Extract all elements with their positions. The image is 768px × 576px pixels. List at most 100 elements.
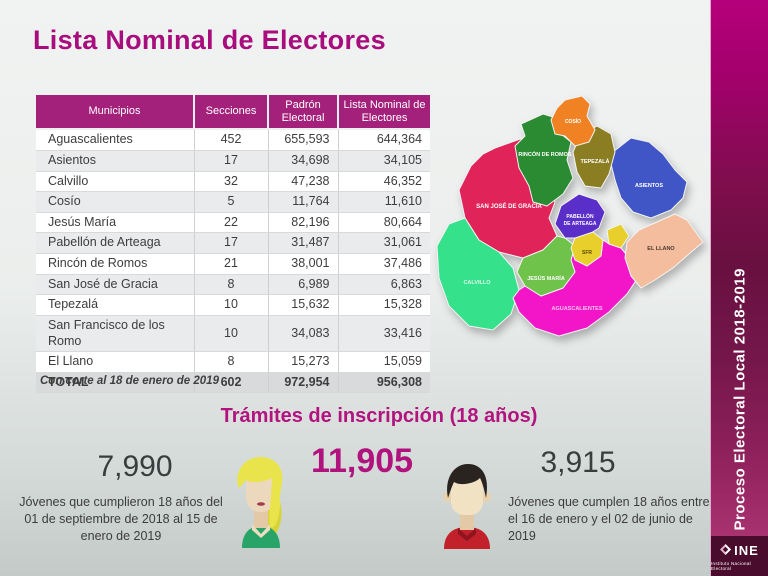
map-label-aguascalientes: AGUASCALIENTES xyxy=(551,306,602,312)
table-cutoff-note: Con corte al 18 de enero de 2019 xyxy=(40,375,219,387)
map-label-jesus-maria: JESÚS MARÍA xyxy=(527,274,565,282)
cell-municipio: Asientos xyxy=(36,150,195,172)
map-region-asientos xyxy=(610,137,688,219)
aguascalientes-municipalities-map: COSÍO RINCÓN DE ROMOS TEPEZALÁ ASIENTOS … xyxy=(435,90,705,340)
stats-heading: Trámites de inscripción (18 años) xyxy=(220,405,538,427)
map-label-san-jose-de-gracia: SAN JOSÉ DE GRACIA xyxy=(476,202,542,210)
map-label-asientos: ASIENTOS xyxy=(635,183,663,189)
cell-value: 15,632 xyxy=(268,294,339,316)
table-row: Tepezalá 10 15,632 15,328 xyxy=(36,294,430,316)
cell-value: 46,352 xyxy=(338,171,430,193)
cell-value: 21 xyxy=(194,253,269,275)
cell-value: 11,610 xyxy=(338,191,430,213)
cell-value: 33,416 xyxy=(338,315,430,353)
cell-municipio: Tepezalá xyxy=(36,294,195,316)
table-row: Rincón de Romos 21 38,001 37,486 xyxy=(36,253,430,275)
cell-value: 602 xyxy=(194,372,269,394)
cell-municipio: Jesús María xyxy=(36,212,195,234)
map-shapes xyxy=(436,95,704,337)
stat-center-value: 11,905 xyxy=(310,442,414,480)
cell-value: 82,196 xyxy=(268,212,339,234)
male-avatar-icon xyxy=(436,458,498,549)
cell-value: 8 xyxy=(194,274,269,296)
cell-value: 80,664 xyxy=(338,212,430,234)
cell-value: 37,486 xyxy=(338,253,430,275)
cell-value: 10 xyxy=(194,315,269,353)
cell-value: 38,001 xyxy=(268,253,339,275)
cell-value: 47,238 xyxy=(268,171,339,193)
electoral-table: Municipios Secciones Padrón Electoral Li… xyxy=(36,95,430,394)
map-region-sfr-exclave xyxy=(606,223,630,249)
cell-value: 11,764 xyxy=(268,191,339,213)
map-region-jesus-maria xyxy=(516,235,576,297)
map-label-calvillo: CALVILLO xyxy=(463,280,491,286)
header-municipios: Municipios xyxy=(36,95,195,131)
cell-value: 15,328 xyxy=(338,294,430,316)
cell-value: 31,061 xyxy=(338,232,430,255)
stat-left-caption: Jóvenes que cumplieron 18 años del 01 de… xyxy=(19,495,223,543)
sidebar-vertical-text: Proceso Electoral Local 2018-2019 xyxy=(731,267,748,530)
cell-value: 5 xyxy=(194,191,269,213)
stat-left-value: 7,990 xyxy=(97,450,173,483)
right-sidebar: Proceso Electoral Local 2018-2019 INE In… xyxy=(710,0,768,576)
map-region-cosio xyxy=(550,95,596,147)
map-region-pabellon-de-arteaga xyxy=(554,193,606,239)
map-label-tepezala: TEPEZALÁ xyxy=(580,158,609,165)
map-label-pabellon-line2: DE ARTEAGA xyxy=(564,221,597,227)
cell-municipio: Aguascalientes xyxy=(36,129,195,151)
cell-municipio: Cosío xyxy=(36,191,195,213)
cell-value: 15,059 xyxy=(338,351,430,373)
ine-logo-block: INE Instituto Nacional Electoral xyxy=(711,536,768,576)
cell-value: 6,989 xyxy=(268,274,339,296)
table-body: Aguascalientes 452 655,593 644,364 Asientos 1… xyxy=(36,129,430,394)
table-header-row: Municipios Secciones Padrón Electoral Li… xyxy=(36,95,430,131)
map-label-pabellon-line1: PABELLÓN xyxy=(566,212,594,220)
page-title: Lista Nominal de Electores xyxy=(33,25,386,55)
cell-value: 644,364 xyxy=(338,129,430,151)
table-row: Asientos 17 34,698 34,105 xyxy=(36,150,430,172)
stat-right-caption: Jóvenes que cumplen 18 años entre el 16 … xyxy=(508,495,710,543)
header-padron: Padrón Electoral xyxy=(268,95,339,131)
cell-municipio: San Francisco de los Romo xyxy=(36,315,195,353)
table-row: Aguascalientes 452 655,593 644,364 xyxy=(36,129,430,151)
map-labels: COSÍO RINCÓN DE ROMOS TEPEZALÁ ASIENTOS … xyxy=(463,117,675,312)
map-label-rincon-de-romos: RINCÓN DE ROMOS xyxy=(518,150,572,158)
ine-logo-caption: Instituto Nacional Electoral xyxy=(711,560,751,571)
ine-diamond-icon xyxy=(720,542,732,560)
cell-value: 31,487 xyxy=(268,232,339,255)
cell-municipio: Pabellón de Arteaga xyxy=(36,232,195,255)
table-row: San José de Gracia 8 6,989 6,863 xyxy=(36,274,430,296)
header-secciones: Secciones xyxy=(194,95,269,131)
cell-value: 972,954 xyxy=(268,372,339,394)
cell-value: 17 xyxy=(194,150,269,172)
table-row-total: TOTAL 602 972,954 956,308 xyxy=(36,372,430,394)
cell-municipio: Calvillo xyxy=(36,171,195,193)
cell-value: 8 xyxy=(194,351,269,373)
cell-value: 34,083 xyxy=(268,315,339,353)
table-row: Jesús María 22 82,196 80,664 xyxy=(36,212,430,234)
cell-value: 6,863 xyxy=(338,274,430,296)
map-label-el-llano: EL LLANO xyxy=(647,246,675,252)
cell-value: 956,308 xyxy=(338,372,430,394)
table-row: Calvillo 32 47,238 46,352 xyxy=(36,171,430,193)
cell-municipio: TOTAL xyxy=(36,372,195,394)
cell-value: 34,105 xyxy=(338,150,430,172)
header-lista-nominal: Lista Nominal de Electores xyxy=(338,95,430,131)
cell-value: 34,698 xyxy=(268,150,339,172)
cell-municipio: Rincón de Romos xyxy=(36,253,195,275)
cell-value: 22 xyxy=(194,212,269,234)
table-row: Cosío 5 11,764 11,610 xyxy=(36,191,430,213)
map-region-el-llano xyxy=(624,213,704,289)
cell-value: 32 xyxy=(194,171,269,193)
table-row: Pabellón de Arteaga 17 31,487 31,061 xyxy=(36,232,430,255)
map-region-sfr xyxy=(570,231,604,267)
map-label-cosio: COSÍO xyxy=(565,117,581,125)
cell-value: 655,593 xyxy=(268,129,339,151)
map-region-calvillo xyxy=(436,217,520,331)
cell-value: 10 xyxy=(194,294,269,316)
ine-logo-text: INE xyxy=(734,543,759,558)
stat-right-value: 3,915 xyxy=(540,446,616,479)
cell-value: 15,273 xyxy=(268,351,339,373)
cell-municipio: San José de Gracia xyxy=(36,274,195,296)
